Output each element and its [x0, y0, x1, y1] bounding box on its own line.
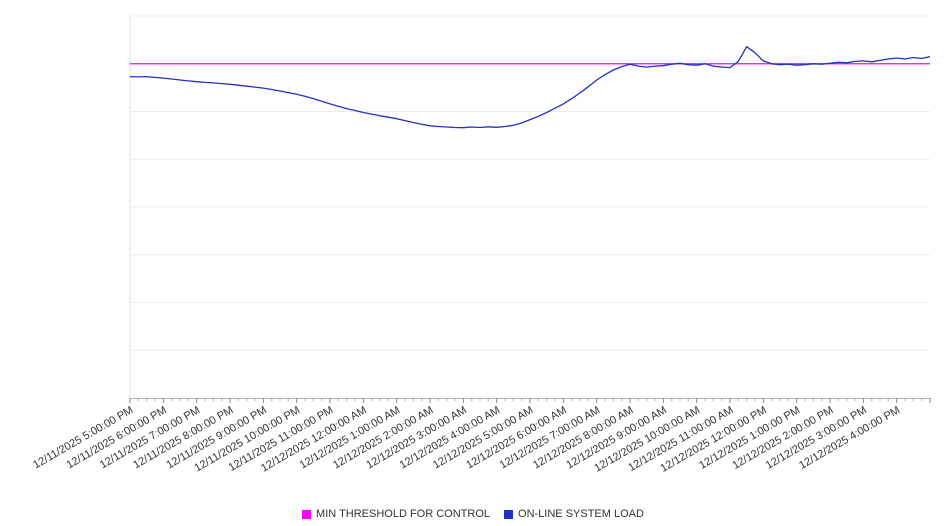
chart-legend: MIN THRESHOLD FOR CONTROL ON-LINE SYSTEM… [0, 508, 946, 520]
min-threshold-swatch [302, 509, 312, 519]
legend-item-min-threshold[interactable]: MIN THRESHOLD FOR CONTROL [302, 508, 490, 520]
system-load-swatch [504, 509, 514, 519]
legend-label-system-load: ON-LINE SYSTEM LOAD [518, 508, 644, 520]
legend-item-system-load[interactable]: ON-LINE SYSTEM LOAD [504, 508, 644, 520]
legend-label-min-threshold: MIN THRESHOLD FOR CONTROL [316, 508, 491, 520]
